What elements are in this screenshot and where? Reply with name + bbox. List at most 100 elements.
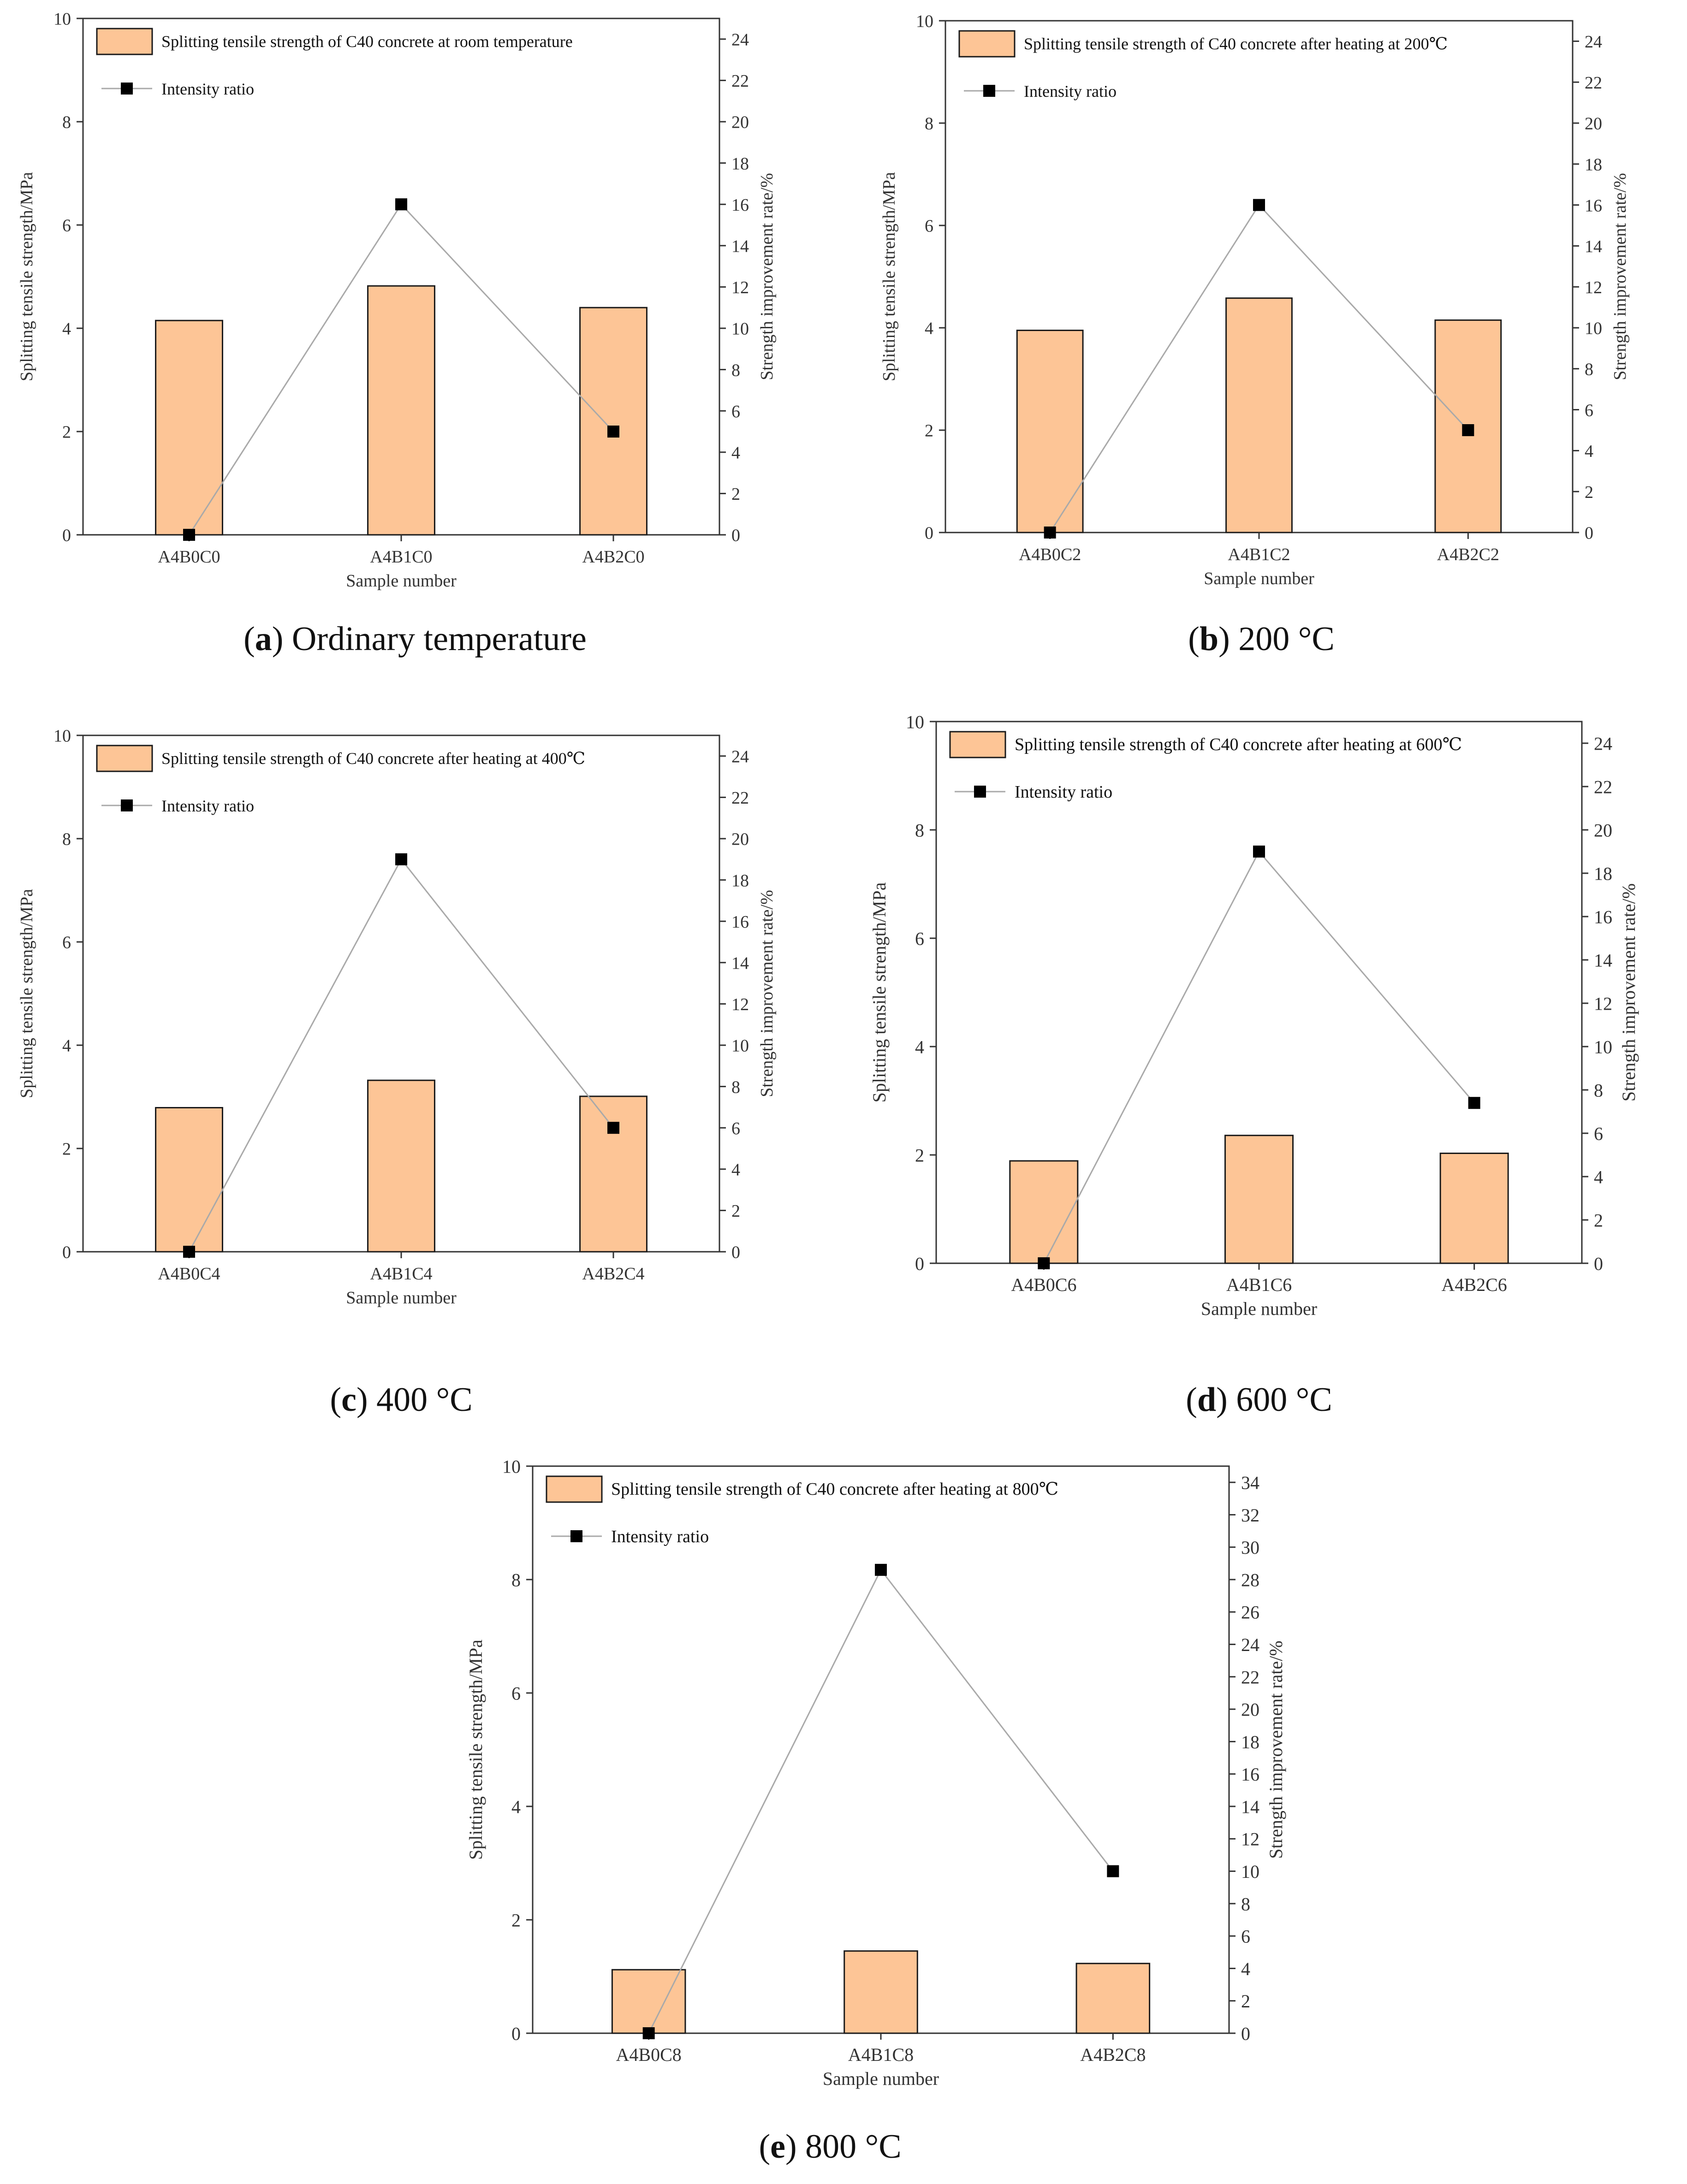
x-tick-label: A4B2C8: [1080, 2044, 1146, 2065]
legend-line-label: Intensity ratio: [1015, 782, 1112, 802]
right-y-tick-label: 20: [731, 113, 749, 132]
x-tick-label: A4B2C2: [1437, 545, 1499, 564]
right-y-tick-label: 10: [1585, 319, 1602, 338]
right-y-tick-label: 22: [1585, 73, 1602, 93]
right-y-tick-label: 8: [1594, 1080, 1603, 1101]
right-y-tick-label: 8: [1241, 1894, 1250, 1914]
left-y-axis-title: Splitting tensile strength/MPa: [17, 172, 36, 381]
right-y-tick-label: 10: [1241, 1861, 1259, 1882]
caption-close-paren: ): [356, 1381, 368, 1419]
right-y-tick-label: 14: [731, 953, 749, 973]
panel-caption: (c) 400 °C: [330, 1381, 472, 1419]
right-y-tick-label: 14: [1585, 237, 1602, 256]
right-y-tick-label: 0: [1594, 1253, 1603, 1274]
right-y-tick-label: 0: [1585, 524, 1593, 543]
panel-caption: (a) Ordinary temperature: [244, 620, 587, 658]
right-y-tick-label: 18: [1241, 1732, 1259, 1752]
right-y-tick-label: 10: [731, 1036, 749, 1056]
right-y-tick-label: 0: [731, 1243, 740, 1262]
right-y-tick-label: 34: [1241, 1473, 1259, 1493]
right-y-axis-title: Strength improvement rate/%: [1610, 173, 1630, 380]
caption-close-paren: ): [785, 2128, 797, 2166]
right-y-tick-label: 14: [731, 237, 749, 256]
left-y-tick-label: 2: [925, 421, 933, 441]
right-y-tick-label: 18: [1594, 863, 1612, 884]
x-tick-label: A4B1C8: [848, 2044, 914, 2065]
right-y-tick-label: 22: [1594, 776, 1612, 797]
legend-bar-label: Splitting tensile strength of C40 concre…: [1024, 35, 1448, 53]
x-tick-label: A4B2C4: [582, 1264, 644, 1284]
caption-letter: a: [255, 620, 272, 658]
left-y-tick-label: 2: [915, 1145, 924, 1166]
left-y-tick-label: 8: [62, 830, 71, 849]
right-y-tick-label: 0: [1241, 2023, 1250, 2044]
right-y-tick-label: 32: [1241, 1505, 1259, 1526]
left-y-tick-label: 2: [511, 1910, 521, 1930]
right-y-tick-label: 2: [731, 485, 740, 504]
legend-bar-label: Splitting tensile strength of C40 concre…: [161, 32, 573, 51]
left-y-tick-label: 4: [915, 1036, 924, 1057]
bar-A4B0C0: [155, 320, 223, 536]
caption-open-paren: (: [330, 1381, 341, 1419]
right-y-tick-label: 26: [1241, 1602, 1259, 1623]
x-tick-label: A4B1C2: [1228, 545, 1290, 564]
legend-bar-swatch: [958, 30, 1016, 58]
right-y-tick-label: 20: [1594, 820, 1612, 840]
right-y-tick-label: 24: [1585, 32, 1602, 52]
bar-A4B1C4: [367, 1079, 435, 1253]
right-y-axis-title: Strength improvement rate/%: [1265, 1640, 1286, 1858]
bar-A4B0C2: [1016, 330, 1084, 533]
right-y-tick-label: 14: [1594, 950, 1612, 971]
right-y-tick-label: 16: [1585, 196, 1602, 215]
panel-caption: (e) 800 °C: [759, 2128, 901, 2166]
caption-letter: e: [770, 2128, 785, 2166]
x-axis-title: Sample number: [1201, 1298, 1317, 1319]
panel-caption: (d) 600 °C: [1186, 1381, 1332, 1419]
x-tick-label: A4B0C8: [616, 2044, 682, 2065]
caption-text: 800 °C: [797, 2128, 902, 2166]
right-y-tick-label: 22: [731, 788, 749, 808]
ratio-point-A4B2C4: [607, 1122, 619, 1134]
right-y-tick-label: 12: [1241, 1829, 1259, 1850]
ratio-point-A4B2C8: [1107, 1865, 1119, 1877]
left-y-tick-label: 6: [511, 1683, 521, 1704]
caption-text: 600 °C: [1228, 1381, 1332, 1419]
caption-open-paren: (: [759, 2128, 770, 2166]
legend-bar-swatch: [96, 745, 153, 772]
right-y-tick-label: 8: [731, 1077, 740, 1097]
left-y-axis-title: Splitting tensile strength/MPa: [465, 1639, 486, 1860]
left-y-tick-label: 6: [62, 933, 71, 953]
bar-A4B2C8: [1075, 1963, 1151, 2034]
caption-letter: b: [1200, 620, 1218, 658]
left-y-tick-label: 4: [62, 320, 71, 339]
legend-line-marker: [121, 799, 133, 811]
x-tick-label: A4B1C0: [370, 547, 432, 567]
left-y-tick-label: 4: [511, 1796, 521, 1817]
left-y-tick-label: 6: [915, 928, 924, 949]
right-y-tick-label: 28: [1241, 1569, 1259, 1590]
ratio-point-A4B1C2: [1253, 199, 1265, 211]
legend-bar-swatch: [949, 731, 1006, 758]
ratio-point-A4B2C0: [607, 426, 619, 438]
bar-A4B1C0: [367, 285, 435, 536]
right-y-tick-label: 6: [731, 402, 740, 421]
bar-A4B0C4: [155, 1107, 223, 1253]
right-y-tick-label: 24: [731, 30, 749, 49]
right-y-tick-label: 20: [1241, 1699, 1259, 1720]
x-tick-label: A4B2C0: [582, 547, 644, 567]
left-y-axis-title: Splitting tensile strength/MPa: [17, 889, 36, 1098]
x-tick-label: A4B0C6: [1011, 1274, 1076, 1295]
x-axis-title: Sample number: [823, 2068, 939, 2089]
bar-A4B2C0: [579, 307, 647, 536]
right-y-tick-label: 18: [1585, 155, 1602, 174]
right-y-tick-label: 22: [731, 71, 749, 91]
bar-A4B1C8: [844, 1950, 918, 2034]
panel-caption: (b) 200 °C: [1188, 620, 1334, 658]
left-y-tick-label: 8: [915, 820, 924, 840]
left-y-tick-label: 4: [62, 1036, 71, 1056]
caption-text: 400 °C: [368, 1381, 473, 1419]
left-y-axis-title: Splitting tensile strength/MPa: [879, 172, 899, 381]
